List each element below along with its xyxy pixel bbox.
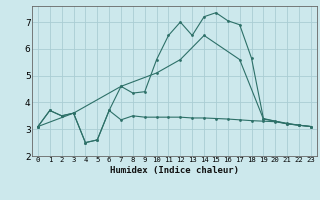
X-axis label: Humidex (Indice chaleur): Humidex (Indice chaleur) [110,166,239,175]
